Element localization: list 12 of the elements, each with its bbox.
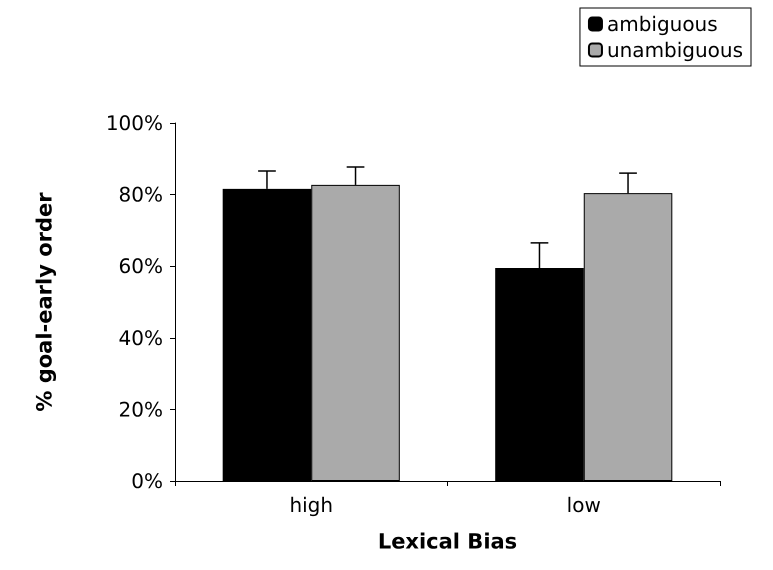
y-tick-label: 100% xyxy=(106,111,163,135)
x-tick-label: high xyxy=(289,493,334,517)
y-tick-label: 40% xyxy=(118,326,163,350)
y-axis-title: % goal-early order xyxy=(32,192,56,412)
y-tick-label: 0% xyxy=(131,469,163,493)
y-tick-label: 20% xyxy=(118,397,163,422)
x-tick-label: low xyxy=(566,493,601,517)
x-axis-title: Lexical Bias xyxy=(378,530,518,554)
legend-label: ambiguous xyxy=(606,12,718,36)
legend-label: unambiguous xyxy=(606,38,743,62)
y-tick-label: 80% xyxy=(118,182,163,207)
y-tick-label: 60% xyxy=(118,254,163,278)
